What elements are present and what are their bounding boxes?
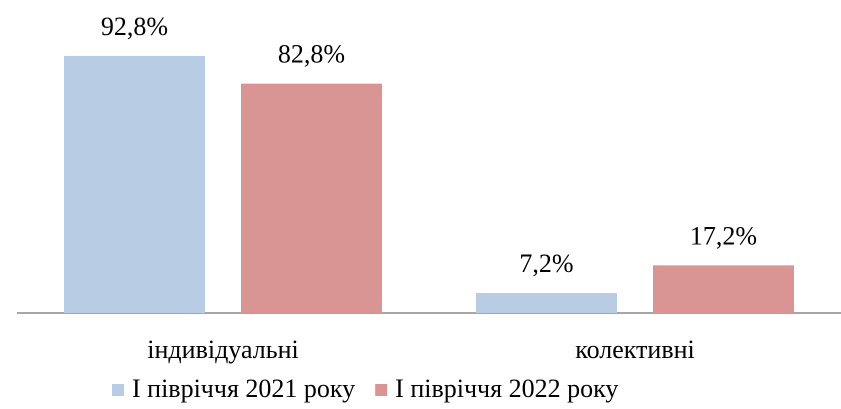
legend-label: І півріччя 2022 року (395, 374, 618, 403)
bar (653, 265, 794, 313)
data-label: 92,8% (101, 12, 168, 41)
legend-swatch (375, 384, 388, 396)
legend-label: І півріччя 2021 року (132, 374, 355, 403)
x-tick-label: колективні (575, 335, 694, 364)
data-label: 17,2% (690, 221, 757, 250)
data-label: 7,2% (519, 249, 573, 278)
data-label: 82,8% (278, 40, 345, 69)
bar (476, 293, 617, 313)
legend-swatch (112, 384, 124, 396)
bar (64, 55, 205, 313)
x-tick-label: індивідуальні (147, 335, 298, 364)
bar (241, 83, 382, 313)
